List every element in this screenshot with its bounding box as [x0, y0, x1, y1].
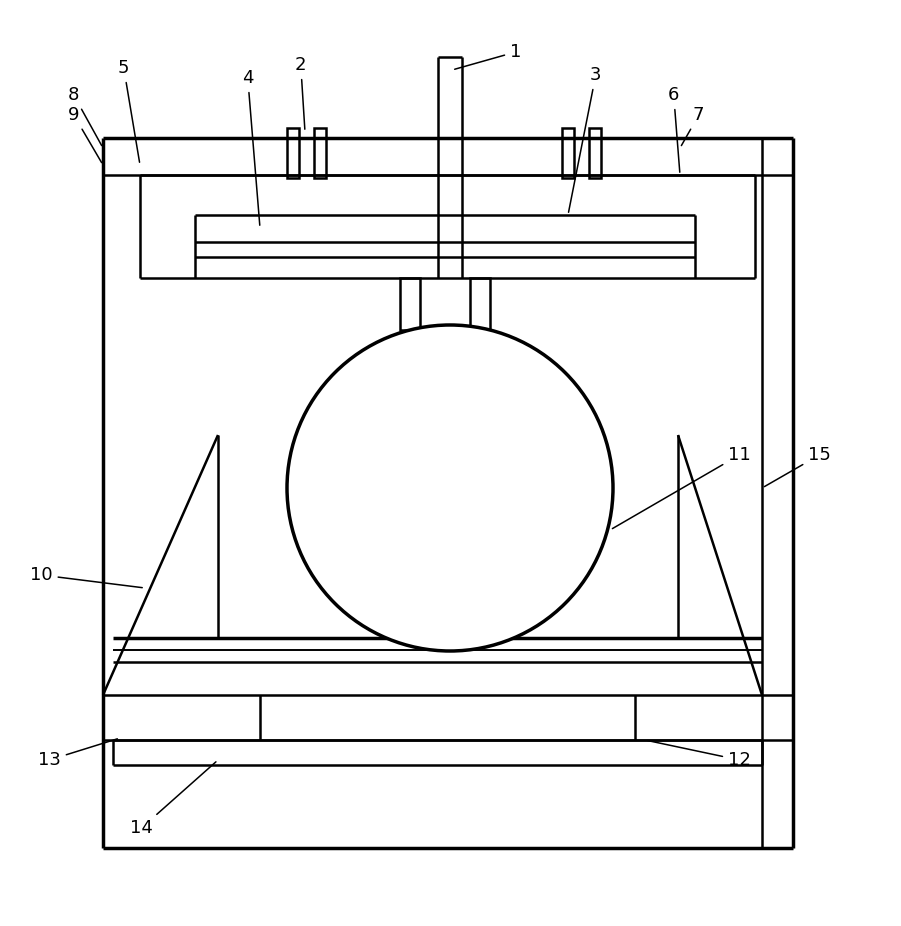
Text: 10: 10: [30, 566, 142, 588]
Bar: [562, 128, 574, 178]
Text: 9: 9: [68, 106, 102, 163]
Bar: [589, 128, 601, 178]
Text: 7: 7: [681, 106, 705, 145]
Text: 6: 6: [668, 86, 679, 172]
Text: 12: 12: [648, 741, 751, 769]
Text: 8: 8: [68, 86, 102, 145]
Text: 1: 1: [455, 43, 522, 69]
Text: 3: 3: [569, 66, 602, 212]
Text: 14: 14: [130, 762, 216, 837]
Circle shape: [287, 325, 613, 651]
Bar: [287, 128, 299, 178]
Bar: [470, 278, 490, 330]
Text: 11: 11: [613, 446, 751, 529]
Text: 13: 13: [38, 739, 117, 769]
Text: 15: 15: [764, 446, 831, 487]
Text: 2: 2: [295, 56, 306, 130]
Bar: [400, 278, 420, 330]
Bar: [314, 128, 326, 178]
Text: 5: 5: [118, 59, 140, 162]
Text: 4: 4: [242, 69, 259, 225]
